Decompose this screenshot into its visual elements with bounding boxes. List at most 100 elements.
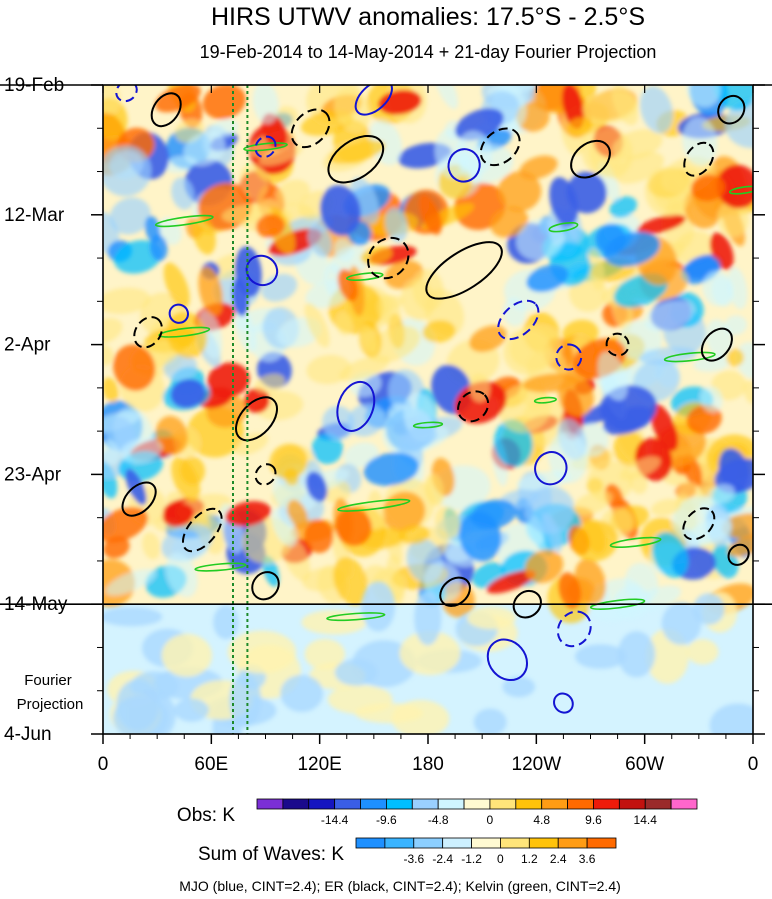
colorbar-swatch [557, 837, 588, 849]
anomaly-blob [721, 513, 753, 540]
anomaly-blob [207, 362, 250, 398]
anomaly-blob [597, 351, 628, 401]
mjo-contour [486, 638, 529, 682]
kelvin-contour [609, 536, 662, 548]
anomaly-blob [727, 534, 753, 557]
colorbar-swatch [500, 837, 530, 849]
projection-blob [661, 602, 702, 645]
anomaly-blob [548, 432, 588, 484]
anomaly-blob [423, 561, 462, 603]
axes: 0 60E 120E 180 120W 60W 0 19-Feb 12-Mar 2-Apr 23-A… [0, 75, 772, 775]
anomaly-blob [311, 433, 343, 465]
projection-blob [575, 644, 626, 669]
colorbar-tick-label: 9.6 [585, 813, 602, 827]
anomaly-blob [183, 131, 226, 167]
anomaly-blob [385, 207, 408, 243]
er-contour [327, 134, 385, 184]
anomaly-blob [459, 144, 514, 184]
anomaly-blob [155, 85, 201, 113]
anomaly-blob [702, 270, 733, 307]
x-tick-label: 180 [412, 754, 444, 775]
anomaly-blob [706, 483, 735, 505]
kelvin-contour [158, 326, 211, 338]
projection-blob [280, 674, 324, 713]
colorbar-swatch [489, 798, 517, 810]
anomaly-blob [425, 473, 444, 504]
anomaly-blob [198, 266, 224, 316]
anomaly-blob [113, 344, 156, 391]
colorbar-swatch [618, 798, 646, 810]
x-tick-label: 60W [625, 754, 664, 775]
anomaly-blob [422, 320, 456, 343]
anomaly-blob [307, 224, 332, 258]
projection-blob [617, 631, 656, 678]
anomaly-blob [613, 151, 664, 184]
anomaly-blob [724, 315, 748, 336]
anomaly-blob [282, 536, 311, 581]
anomaly-blob [334, 87, 371, 132]
y-tick-label: 4-Jun [4, 724, 52, 745]
anomaly-blob [103, 287, 151, 314]
anomaly-blob [202, 85, 246, 120]
colorbar-swatch [282, 798, 310, 810]
projection-blob [361, 581, 396, 632]
contour-legend: MJO (blue, CINT=2.4); ER (black, CINT=2.… [179, 878, 621, 894]
x-tick-label: 60E [194, 754, 228, 775]
anomaly-blob [418, 194, 442, 235]
anomaly-blob [486, 570, 536, 594]
projection-blob [301, 610, 367, 635]
anomaly-blob [490, 206, 529, 238]
projection-blob [334, 659, 378, 686]
anomaly-blob [283, 467, 299, 486]
colorbar-tick-label: -14.4 [321, 813, 349, 827]
kelvin-contour [154, 214, 214, 228]
anomaly-blob [574, 558, 606, 605]
colorbar-tick-label: 1.2 [521, 852, 538, 866]
anomaly-blob [700, 386, 723, 413]
projection-blob [174, 698, 209, 722]
longitude-markers [232, 85, 249, 734]
er-contour [439, 576, 471, 607]
anomaly-blob [652, 532, 689, 578]
anomaly-blob [650, 403, 678, 451]
y-tick-label: 12-Mar [4, 205, 65, 226]
colorbar-swatch [413, 837, 444, 849]
obs-colorbar: -14.4 -9.6 -4.8 0 4.8 9.6 14.4 [256, 798, 698, 827]
kelvin-contour [589, 598, 646, 610]
colorbar-swatch [334, 798, 361, 810]
anomaly-blob [735, 342, 753, 379]
colorbar-tick-label: 14.4 [634, 813, 658, 827]
projection-blob [686, 639, 719, 665]
kelvin-contour [326, 612, 386, 622]
colorbar-swatch [541, 798, 568, 810]
anomaly-blob [158, 217, 182, 245]
anomaly-blob [142, 532, 161, 560]
colorbar-tick-label: 0 [487, 813, 494, 827]
er-contour [700, 327, 733, 362]
anomaly-blob [377, 294, 401, 326]
chart-title: HIRS UTWV anomalies: 17.5°S - 2.5°S [211, 3, 645, 31]
projection-blob [229, 673, 262, 728]
anomaly-blob [109, 197, 151, 235]
projection-anomaly-field [103, 581, 753, 734]
anomaly-blob [558, 572, 582, 609]
kelvin-contour [663, 351, 716, 363]
anomaly-blob [258, 144, 303, 166]
anomaly-blob [271, 507, 298, 547]
chart-subtitle: 19-Feb-2014 to 14-May-2014 + 21-day Four… [200, 42, 657, 62]
mjo-contour [534, 451, 568, 486]
anomaly-blob [210, 119, 239, 139]
projection-blob [116, 679, 160, 731]
anomaly-blob [558, 376, 594, 417]
kelvin-contour [345, 272, 384, 282]
anomaly-blob [103, 440, 120, 465]
y-tick-label: 2-Apr [4, 335, 51, 356]
mjo-contour [556, 610, 592, 648]
y-tick-label: 19-Feb [4, 75, 64, 96]
anomaly-blob [644, 300, 694, 332]
colorbar-swatch [586, 837, 617, 849]
anomaly-blob [405, 424, 437, 448]
projection-label-line2: Projection [17, 696, 84, 713]
anomaly-blob [304, 302, 330, 348]
projection-blob [693, 593, 725, 625]
